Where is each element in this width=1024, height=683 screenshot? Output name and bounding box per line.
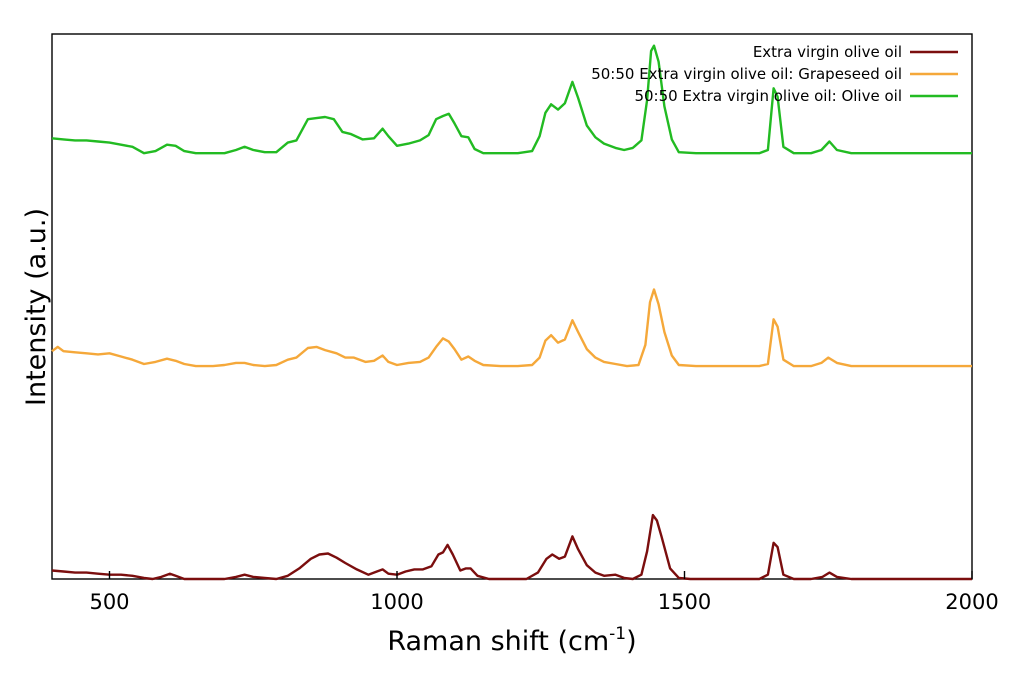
legend-label-2: 50:50 Extra virgin olive oil: Grapeseed … (591, 65, 902, 83)
series-group (51, 44, 972, 581)
x-axis-title: Raman shift (cm-1) (387, 624, 636, 657)
x-tick-label: 1000 (370, 590, 423, 614)
legend: Extra virgin olive oil 50:50 Extra virgin… (591, 43, 958, 105)
x-tick-label: 500 (89, 590, 129, 614)
legend-label-1: Extra virgin olive oil (753, 43, 902, 61)
x-tick-label: 1500 (658, 590, 711, 614)
series-line-3 (51, 44, 972, 155)
series-line-1 (51, 513, 972, 581)
legend-label-3: 50:50 Extra virgin olive oil: Olive oil (634, 87, 902, 105)
y-axis-title: Intensity (a.u.) (21, 208, 52, 406)
plot-frame (51, 33, 973, 580)
x-axis-title-superscript: -1 (609, 624, 626, 644)
x-axis-title-main: Raman shift (cm (387, 626, 609, 657)
x-axis-title-close: ) (626, 626, 637, 657)
x-axis-ticks: 500 1000 1500 2000 (89, 571, 999, 614)
x-tick-label: 2000 (945, 590, 998, 614)
series-line-2 (51, 288, 972, 368)
